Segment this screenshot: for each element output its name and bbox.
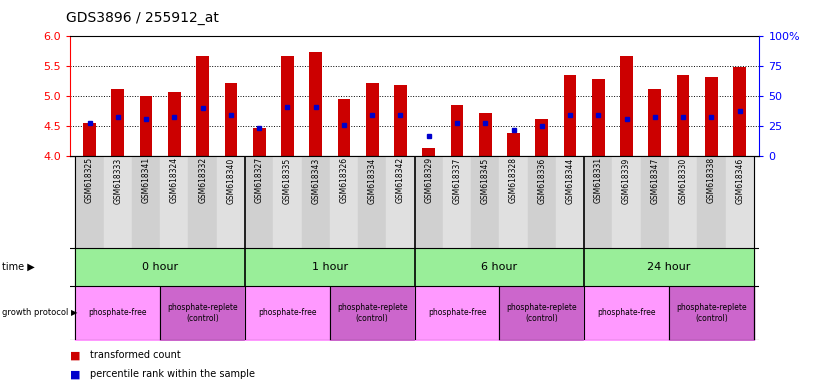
Text: ■: ■ <box>70 350 80 360</box>
Bar <box>415 156 443 248</box>
Bar <box>83 123 96 156</box>
Text: GSM618346: GSM618346 <box>735 157 744 204</box>
Text: GSM618334: GSM618334 <box>368 157 377 204</box>
Text: GSM618325: GSM618325 <box>85 157 94 204</box>
Text: phosphate-free: phosphate-free <box>598 308 656 318</box>
Bar <box>132 156 160 248</box>
Bar <box>507 133 520 156</box>
Bar <box>649 89 661 156</box>
Bar <box>733 68 746 156</box>
Bar <box>245 156 273 248</box>
Text: 24 hour: 24 hour <box>647 262 690 272</box>
Bar <box>471 156 499 248</box>
Text: percentile rank within the sample: percentile rank within the sample <box>90 369 255 379</box>
Bar <box>168 92 181 156</box>
Bar <box>76 156 103 248</box>
Bar <box>196 56 209 156</box>
Bar <box>189 156 217 248</box>
Text: 0 hour: 0 hour <box>142 262 178 272</box>
Bar <box>592 79 605 156</box>
Text: GSM618332: GSM618332 <box>198 157 207 204</box>
Text: GSM618326: GSM618326 <box>339 157 348 204</box>
Bar <box>528 156 556 248</box>
Text: phosphate-replete
(control): phosphate-replete (control) <box>167 303 238 323</box>
Text: growth protocol ▶: growth protocol ▶ <box>2 308 77 318</box>
Text: GSM618345: GSM618345 <box>481 157 490 204</box>
Bar <box>585 156 612 248</box>
Text: GSM618341: GSM618341 <box>141 157 150 204</box>
Text: GSM618335: GSM618335 <box>283 157 292 204</box>
Text: GSM618340: GSM618340 <box>227 157 236 204</box>
Bar <box>301 156 330 248</box>
Text: GSM618338: GSM618338 <box>707 157 716 204</box>
Bar <box>224 83 237 156</box>
Bar <box>535 119 548 156</box>
Bar <box>273 156 301 248</box>
Text: GSM618331: GSM618331 <box>594 157 603 204</box>
Bar <box>556 156 585 248</box>
Bar <box>330 156 358 248</box>
Bar <box>669 156 697 248</box>
Text: GSM618324: GSM618324 <box>170 157 179 204</box>
Text: time ▶: time ▶ <box>2 262 34 272</box>
Bar <box>443 156 471 248</box>
Bar <box>499 156 528 248</box>
Bar <box>366 83 378 156</box>
Text: GSM618339: GSM618339 <box>622 157 631 204</box>
Text: transformed count: transformed count <box>90 350 181 360</box>
Bar <box>612 156 640 248</box>
Bar <box>103 156 132 248</box>
Text: GSM618347: GSM618347 <box>650 157 659 204</box>
Text: GSM618344: GSM618344 <box>566 157 575 204</box>
Bar <box>358 156 387 248</box>
Bar <box>253 127 265 156</box>
Text: GDS3896 / 255912_at: GDS3896 / 255912_at <box>66 11 218 25</box>
Bar <box>140 96 153 156</box>
Bar <box>281 56 294 156</box>
Text: GSM618328: GSM618328 <box>509 157 518 204</box>
Bar <box>217 156 245 248</box>
Text: GSM618333: GSM618333 <box>113 157 122 204</box>
Text: 1 hour: 1 hour <box>312 262 348 272</box>
Bar <box>337 99 351 156</box>
Text: phosphate-replete
(control): phosphate-replete (control) <box>337 303 407 323</box>
Bar <box>112 89 124 156</box>
Text: phosphate-free: phosphate-free <box>258 308 317 318</box>
Bar <box>705 77 718 156</box>
Bar <box>640 156 669 248</box>
Text: GSM618336: GSM618336 <box>537 157 546 204</box>
Text: phosphate-free: phosphate-free <box>89 308 147 318</box>
Text: GSM618329: GSM618329 <box>424 157 433 204</box>
Text: 6 hour: 6 hour <box>481 262 517 272</box>
Bar <box>726 156 754 248</box>
Bar <box>160 156 189 248</box>
Bar <box>310 52 322 156</box>
Text: phosphate-replete
(control): phosphate-replete (control) <box>507 303 577 323</box>
Text: phosphate-replete
(control): phosphate-replete (control) <box>676 303 746 323</box>
Bar <box>451 105 463 156</box>
Text: GSM618330: GSM618330 <box>679 157 688 204</box>
Text: ■: ■ <box>70 369 80 379</box>
Text: GSM618327: GSM618327 <box>255 157 264 204</box>
Text: GSM618342: GSM618342 <box>396 157 405 204</box>
Text: GSM618337: GSM618337 <box>452 157 461 204</box>
Bar <box>387 156 415 248</box>
Bar <box>697 156 726 248</box>
Text: GSM618343: GSM618343 <box>311 157 320 204</box>
Text: phosphate-free: phosphate-free <box>428 308 486 318</box>
Bar <box>479 113 492 156</box>
Bar <box>677 75 690 156</box>
Bar <box>564 75 576 156</box>
Bar <box>394 85 407 156</box>
Bar <box>620 56 633 156</box>
Bar <box>422 148 435 156</box>
